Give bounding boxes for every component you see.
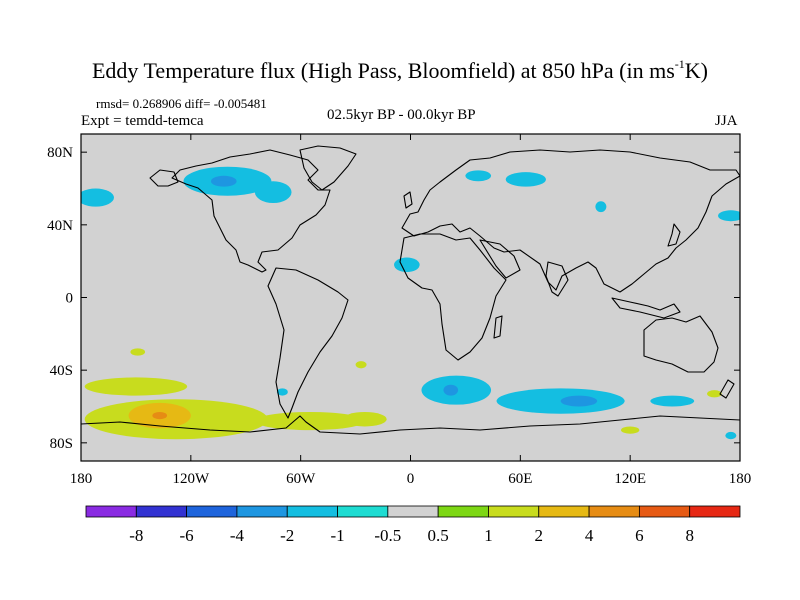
colorbar-label: 8 [685, 526, 694, 545]
coast-greenland [299, 145, 357, 191]
x-tick-label: 180 [70, 471, 93, 487]
anomaly-south-pacific-positive-tail-2 [342, 411, 387, 427]
colorbar-swatch [236, 505, 288, 518]
coast-new-zealand [719, 379, 735, 399]
anomaly-southern-ocean-core-a [443, 384, 459, 396]
colorbar-swatch [437, 505, 489, 518]
experiment-label: Expt = temdd-temca [81, 113, 204, 129]
period-label: 02.5kyr BP - 00.0kyr BP [327, 107, 476, 123]
colorbar-label: 0.5 [428, 526, 449, 545]
chart-title: Eddy Temperature flux (High Pass, Bloomf… [0, 56, 800, 84]
title-superscript: -1 [674, 56, 685, 71]
colorbar-swatch [689, 505, 741, 518]
coast-north-america [171, 149, 331, 273]
coast-india [545, 261, 569, 297]
anomaly-southern-ocean-negative-b [496, 388, 625, 414]
x-tick-label: 120E [614, 471, 646, 487]
coastlines [81, 145, 740, 435]
colorbar-label: -2 [280, 526, 294, 545]
colorbar-swatch [538, 505, 590, 518]
colorbar-label: -6 [180, 526, 194, 545]
colorbar-label: -1 [330, 526, 344, 545]
coast-alaska [149, 169, 179, 187]
coast-indonesia [611, 297, 681, 319]
colorbar-label: 6 [635, 526, 644, 545]
anomaly-south-pacific-positive-band [84, 377, 188, 396]
anomaly-southern-ocean-negative-c [650, 395, 695, 407]
colorbar-label: -0.5 [374, 526, 401, 545]
map-axes: 180 120W 60W 0 60E 120E 180 80N 40N 0 40S 80S [47, 133, 752, 487]
anomaly-east-canada-negative [254, 181, 292, 204]
coast-arabia [479, 239, 521, 279]
coast-japan [667, 223, 681, 247]
title-main: Eddy Temperature flux (High Pass, Bloomf… [91, 58, 675, 83]
anomaly-north-pacific-east-negative [718, 210, 740, 222]
anomaly-south-pacific-core [152, 411, 168, 420]
x-tick-label: 60E [508, 471, 532, 487]
stats-label: rmsd= 0.268906 diff= -0.005481 [96, 96, 267, 111]
anomaly-south-pacific-small [130, 348, 146, 356]
coast-africa [399, 233, 507, 361]
coast-antarctica [81, 415, 740, 435]
y-tick-label: 0 [66, 291, 74, 307]
coast-south-america [267, 267, 349, 419]
anomaly-siberia-negative [505, 172, 546, 187]
colorbar-swatch [186, 505, 238, 518]
anomaly-southern-ocean-negative-d [725, 431, 737, 440]
colorbar-swatch [588, 505, 640, 518]
anomaly-patagonia-small [276, 388, 288, 396]
x-tick-label: 60W [286, 471, 316, 487]
colorbar-swatch [337, 505, 389, 518]
anomaly-north-pacific-negative [81, 188, 114, 207]
anomaly-east-asia-negative [595, 201, 607, 213]
colorbar-swatch [387, 505, 439, 518]
anomaly-canada-core [210, 175, 237, 187]
colorbar-label: -4 [230, 526, 245, 545]
colorbar-label: 1 [484, 526, 493, 545]
x-tick-label: 120W [172, 471, 210, 487]
colorbar-swatch [488, 505, 540, 518]
x-tick-label: 180 [729, 471, 752, 487]
colorbar-swatch [286, 505, 338, 518]
coast-eurasia [401, 149, 740, 293]
y-tick-label: 80N [47, 145, 73, 161]
anomaly-siberia-west-negative [465, 170, 492, 182]
anomaly-southern-ocean-positive-east [621, 426, 640, 434]
colorbar-label: -8 [129, 526, 143, 545]
y-tick-label: 80S [50, 436, 73, 452]
colorbar-swatch [135, 505, 188, 518]
season-label: JJA [715, 113, 738, 129]
colorbar-swatch [85, 505, 137, 518]
y-tick-label: 40N [47, 218, 73, 234]
title-end: K) [684, 58, 708, 83]
anomaly-south-pacific-positive-tail [254, 411, 365, 431]
colorbar-label: 4 [585, 526, 594, 545]
colorbar-label: 2 [535, 526, 544, 545]
anomaly-southern-ocean-positive-far-east [707, 390, 722, 398]
coast-madagascar [493, 315, 503, 339]
coast-australia [643, 315, 719, 373]
x-tick-label: 0 [407, 471, 415, 487]
y-tick-label: 40S [50, 363, 73, 379]
anomaly-south-atlantic-small [355, 361, 367, 369]
coast-british-isles [403, 191, 413, 209]
anomaly-southern-ocean-core-b [560, 395, 598, 407]
colorbar-swatch [638, 505, 691, 518]
